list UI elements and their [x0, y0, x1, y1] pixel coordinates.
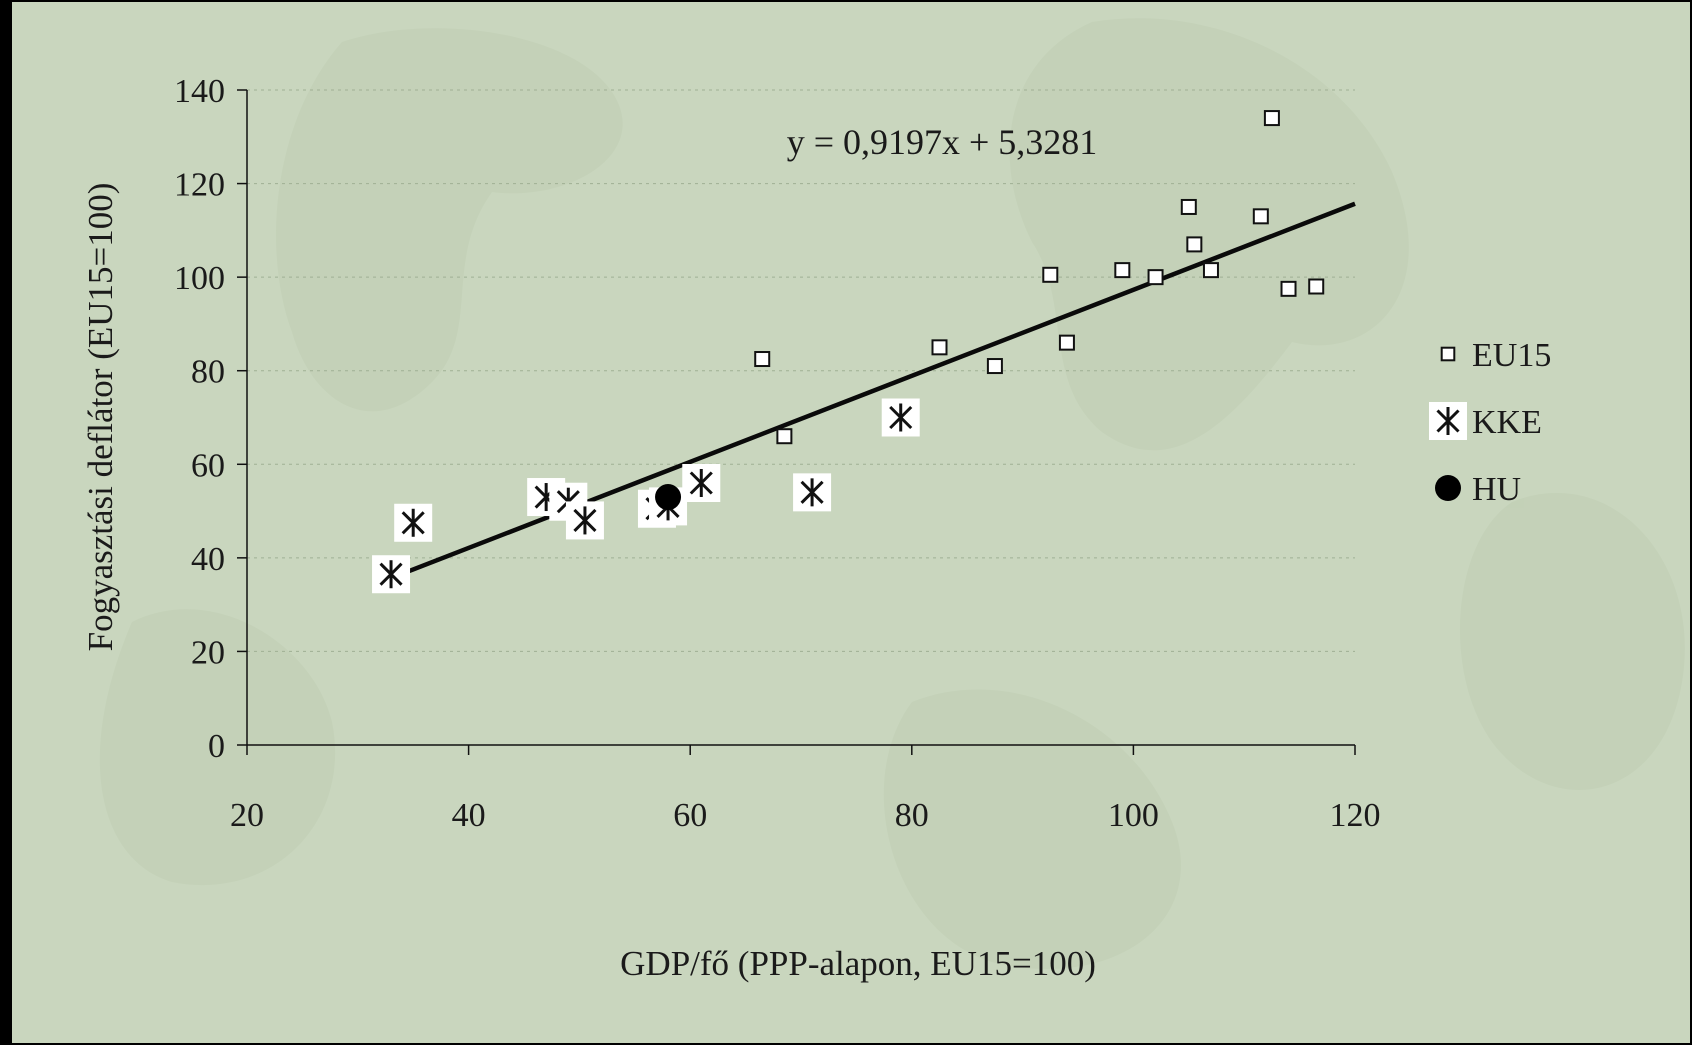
y-axis-label: Fogyasztási deflátor (EU15=100)	[81, 183, 120, 652]
point-eu15	[1115, 263, 1129, 277]
legend: EU15 KKE HU	[1429, 337, 1551, 508]
legend-label: HU	[1472, 471, 1521, 508]
legend-marker-asterisk	[1429, 402, 1467, 440]
legend-label: EU15	[1472, 337, 1551, 374]
legend-marker-circle	[1435, 475, 1461, 501]
x-tick-label: 20	[230, 797, 264, 834]
point-eu15	[1060, 336, 1074, 350]
y-tick-label: 60	[191, 447, 225, 484]
legend-label: KKE	[1472, 404, 1542, 441]
y-tick-label: 0	[208, 728, 225, 765]
point-eu15	[1309, 280, 1323, 294]
point-eu15	[1149, 270, 1163, 284]
x-axis-label: GDP/fő (PPP-alapon, EU15=100)	[620, 944, 1096, 983]
trendline-equation: y = 0,9197x + 5,3281	[787, 122, 1098, 162]
y-tick-label: 140	[174, 73, 225, 110]
point-kke	[372, 555, 410, 593]
y-tick-label: 20	[191, 634, 225, 671]
y-tick-label: 100	[174, 260, 225, 297]
y-tick-label: 40	[191, 541, 225, 578]
point-eu15	[777, 429, 791, 443]
point-eu15	[933, 340, 947, 354]
legend-marker-square	[1442, 348, 1455, 361]
y-tick-label: 80	[191, 354, 225, 391]
point-eu15	[1182, 200, 1196, 214]
point-eu15	[1204, 263, 1218, 277]
point-eu15	[988, 359, 1002, 373]
point-eu15	[755, 352, 769, 366]
x-tick-label: 100	[1108, 797, 1159, 834]
point-kke	[793, 473, 831, 511]
point-kke	[682, 464, 720, 502]
point-hu	[655, 484, 681, 510]
x-tick-label: 60	[673, 797, 707, 834]
legend-item-hu: HU	[1435, 471, 1521, 508]
legend-item-kke: KKE	[1429, 402, 1542, 441]
point-eu15	[1043, 268, 1057, 282]
point-eu15	[1254, 209, 1268, 223]
point-kke	[882, 399, 920, 437]
x-tick-label: 80	[895, 797, 929, 834]
point-kke	[566, 501, 604, 539]
legend-item-eu15: EU15	[1442, 337, 1552, 374]
point-kke	[394, 504, 432, 542]
x-tick-label: 120	[1330, 797, 1381, 834]
x-tick-label: 40	[452, 797, 486, 834]
y-tick-label: 120	[174, 167, 225, 204]
point-eu15	[1265, 111, 1279, 125]
point-eu15	[1282, 282, 1296, 296]
point-eu15	[1187, 237, 1201, 251]
